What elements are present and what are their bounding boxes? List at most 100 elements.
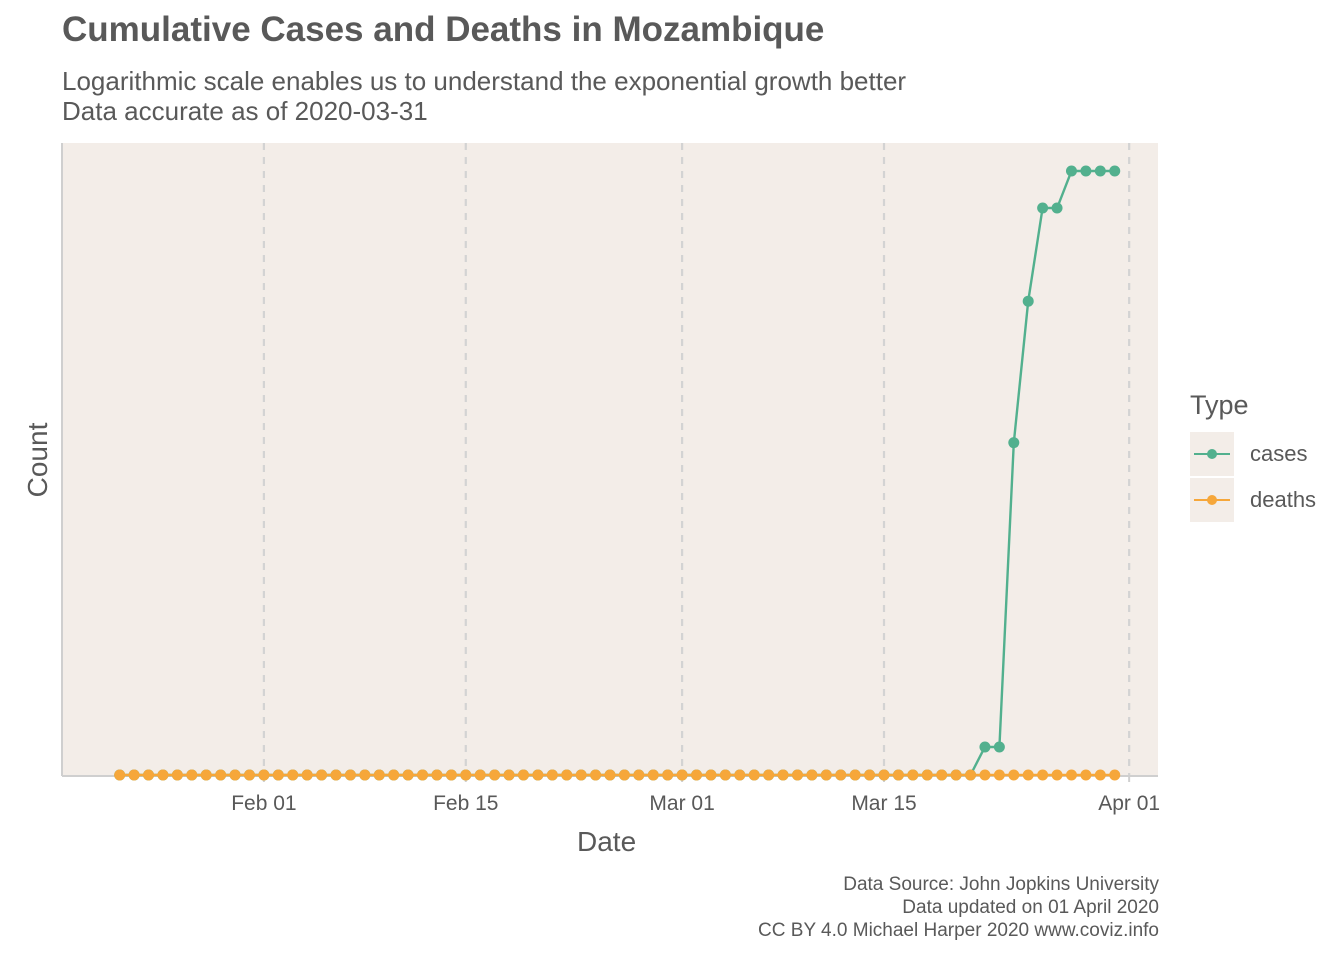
point-cases-69 xyxy=(1109,165,1121,177)
point-deaths-3 xyxy=(157,769,169,781)
point-deaths-45 xyxy=(763,769,775,781)
point-cases-67 xyxy=(1080,165,1092,177)
point-deaths-54 xyxy=(892,769,904,781)
point-deaths-23 xyxy=(445,769,457,781)
point-deaths-7 xyxy=(215,769,227,781)
chart-subtitle: Logarithmic scale enables us to understa… xyxy=(62,66,906,126)
point-deaths-53 xyxy=(878,769,890,781)
point-deaths-27 xyxy=(503,769,515,781)
point-deaths-68 xyxy=(1094,769,1106,781)
point-cases-60 xyxy=(979,741,991,753)
point-deaths-19 xyxy=(388,769,400,781)
point-deaths-29 xyxy=(532,769,544,781)
legend-item-deaths: deaths xyxy=(1190,477,1316,523)
caption-line-3: CC BY 4.0 Michael Harper 2020 www.coviz.… xyxy=(758,920,1159,941)
point-deaths-32 xyxy=(575,769,587,781)
legend-label-cases: cases xyxy=(1250,441,1308,466)
point-deaths-41 xyxy=(705,769,717,781)
y-axis-title: Count xyxy=(22,422,53,498)
point-deaths-40 xyxy=(691,769,703,781)
x-tick-label-4: Apr 01 xyxy=(1098,792,1160,815)
point-deaths-30 xyxy=(546,769,558,781)
point-deaths-47 xyxy=(791,769,803,781)
point-deaths-13 xyxy=(301,769,313,781)
point-deaths-1 xyxy=(128,769,140,781)
x-axis-title: Date xyxy=(577,826,637,857)
point-deaths-0 xyxy=(114,769,126,781)
point-deaths-34 xyxy=(604,769,616,781)
point-deaths-43 xyxy=(734,769,746,781)
legend-key-deaths xyxy=(1190,478,1234,522)
point-deaths-59 xyxy=(965,769,977,781)
subtitle-line-2: Data accurate as of 2020-03-31 xyxy=(62,96,428,126)
legend-key-cases xyxy=(1190,432,1234,476)
x-tick-label-1: Feb 15 xyxy=(433,792,498,815)
point-cases-64 xyxy=(1037,202,1049,214)
point-deaths-58 xyxy=(950,769,962,781)
point-deaths-61 xyxy=(993,769,1005,781)
chart-caption: Data Source: John Jopkins University Dat… xyxy=(758,873,1159,942)
point-deaths-48 xyxy=(806,769,818,781)
legend-label-deaths: deaths xyxy=(1250,487,1317,512)
point-deaths-2 xyxy=(143,769,155,781)
point-deaths-35 xyxy=(618,769,630,781)
point-deaths-37 xyxy=(647,769,659,781)
point-deaths-38 xyxy=(662,769,674,781)
point-deaths-21 xyxy=(417,769,429,781)
point-deaths-52 xyxy=(864,769,876,781)
point-deaths-69 xyxy=(1109,769,1121,781)
point-deaths-50 xyxy=(835,769,847,781)
x-tick-label-0: Feb 01 xyxy=(231,792,296,815)
point-cases-63 xyxy=(1022,295,1034,307)
point-deaths-63 xyxy=(1022,769,1034,781)
point-deaths-55 xyxy=(907,769,919,781)
point-deaths-67 xyxy=(1080,769,1092,781)
point-deaths-26 xyxy=(489,769,501,781)
point-cases-61 xyxy=(993,741,1005,753)
caption-line-1: Data Source: John Jopkins University xyxy=(843,874,1159,895)
point-cases-62 xyxy=(1008,437,1020,449)
point-deaths-15 xyxy=(330,769,342,781)
point-deaths-46 xyxy=(777,769,789,781)
point-deaths-65 xyxy=(1051,769,1063,781)
point-deaths-8 xyxy=(229,769,241,781)
point-cases-68 xyxy=(1094,165,1106,177)
point-deaths-31 xyxy=(561,769,573,781)
point-deaths-14 xyxy=(316,769,328,781)
point-deaths-11 xyxy=(272,769,284,781)
point-deaths-9 xyxy=(243,769,255,781)
point-deaths-25 xyxy=(474,769,486,781)
point-deaths-60 xyxy=(979,769,991,781)
legend-item-cases: cases xyxy=(1190,431,1316,477)
point-deaths-56 xyxy=(921,769,933,781)
point-deaths-16 xyxy=(344,769,356,781)
point-deaths-17 xyxy=(359,769,371,781)
chart-title: Cumulative Cases and Deaths in Mozambiqu… xyxy=(62,10,825,49)
point-deaths-24 xyxy=(460,769,472,781)
point-deaths-49 xyxy=(820,769,832,781)
point-cases-66 xyxy=(1065,165,1077,177)
x-tick-label-2: Mar 01 xyxy=(649,792,714,815)
point-deaths-66 xyxy=(1065,769,1077,781)
point-deaths-44 xyxy=(748,769,760,781)
x-tick-label-3: Mar 15 xyxy=(851,792,916,815)
point-deaths-20 xyxy=(402,769,414,781)
point-deaths-64 xyxy=(1037,769,1049,781)
plot-panel xyxy=(62,143,1158,776)
point-deaths-28 xyxy=(517,769,529,781)
point-deaths-4 xyxy=(171,769,183,781)
point-deaths-33 xyxy=(590,769,602,781)
point-cases-65 xyxy=(1051,202,1063,214)
point-deaths-39 xyxy=(676,769,688,781)
point-deaths-62 xyxy=(1008,769,1020,781)
subtitle-line-1: Logarithmic scale enables us to understa… xyxy=(62,66,907,96)
point-deaths-10 xyxy=(258,769,270,781)
legend-title: Type xyxy=(1190,390,1249,420)
point-deaths-42 xyxy=(719,769,731,781)
point-deaths-22 xyxy=(431,769,443,781)
caption-line-2: Data updated on 01 April 2020 xyxy=(902,897,1159,918)
point-deaths-18 xyxy=(373,769,385,781)
point-deaths-57 xyxy=(936,769,948,781)
legend: Type cases deaths xyxy=(1190,390,1316,523)
